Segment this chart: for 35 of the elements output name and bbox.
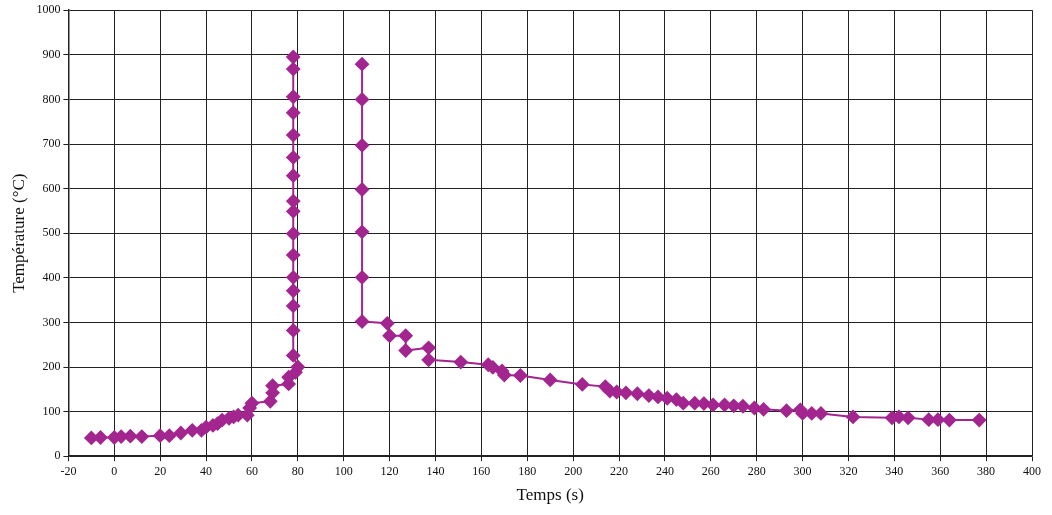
x-tick-label: 240 [655,463,674,478]
x-tick-label: 160 [472,463,491,478]
y-tick-label: 300 [42,314,61,329]
x-tick-label: 260 [701,463,720,478]
y-tick-label: 400 [42,269,61,284]
x-tick-label: 340 [885,463,904,478]
x-tick-label: 320 [839,463,858,478]
x-tick-label: 360 [931,463,950,478]
x-tick-label: 20 [154,463,167,478]
y-axis-title: Température (°C) [8,173,28,293]
x-tick-label: 100 [334,463,353,478]
x-tick-label: 40 [200,463,213,478]
x-tick-label: -20 [60,463,77,478]
x-tick-label: 380 [977,463,996,478]
x-tick-label: 200 [564,463,583,478]
x-axis-title: Temps (s) [516,485,584,505]
x-tick-label: 80 [291,463,304,478]
x-tick-label: 60 [245,463,258,478]
x-tick-label: 120 [380,463,399,478]
y-tick-label: 600 [42,180,61,195]
y-tick-label: 900 [42,46,61,61]
y-tick-label: 200 [42,359,61,374]
y-tick-label: 500 [42,225,61,240]
y-tick-label: 100 [42,403,61,418]
x-tick-label: 180 [518,463,537,478]
x-tick-label: 0 [111,463,118,478]
x-tick-label: 220 [610,463,629,478]
x-tick-label: 400 [1023,463,1041,478]
y-tick-label: 1000 [36,2,61,17]
x-tick-label: 280 [747,463,766,478]
y-tick-label: 800 [42,91,61,106]
y-tick-label: 700 [42,136,61,151]
x-tick-label: 140 [426,463,445,478]
x-tick-label: 300 [793,463,812,478]
y-tick-label: 0 [54,448,61,463]
